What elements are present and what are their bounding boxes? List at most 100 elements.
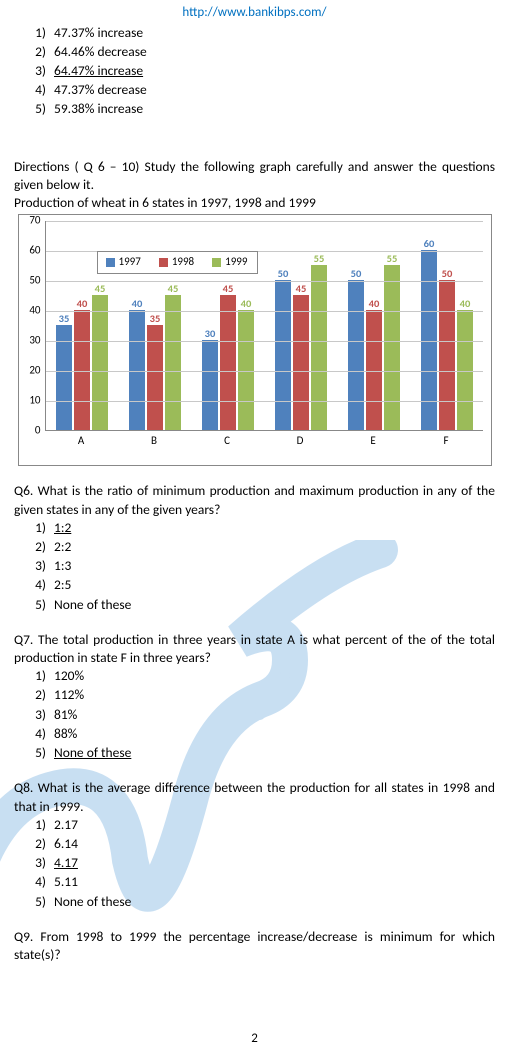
y-tick: 30 [21,334,41,349]
option-number: 2) [26,538,46,556]
option-row: 3)81% [26,706,495,724]
bar: 40 [74,310,90,430]
x-tick: C [191,434,264,449]
option-row: 2)2:2 [26,538,495,556]
page-number: 2 [0,1030,509,1048]
top-options-list: 1) 47.37% increase 2) 64.46% decrease 3) 64.4… [26,24,495,119]
option-text: 112% [54,686,84,704]
bar-value-label: 40 [74,297,90,311]
bar: 45 [220,295,236,430]
q7-options: 1)120%2)112%3)81%4)88%5)None of these [26,667,495,762]
legend-item: 1998 [159,255,194,270]
option-text: 120% [54,667,84,685]
bar-value-label: 40 [129,297,145,311]
option-row: 1)2.17 [26,816,495,834]
option-text: 47.37% increase [54,24,143,42]
option-row: 3)1:3 [26,557,495,575]
option-text: 2:5 [54,576,71,594]
bar: 55 [384,265,400,430]
option-number: 2) [26,43,46,61]
bar: 30 [202,340,218,430]
bar: 50 [275,280,291,430]
option-number: 2) [26,686,46,704]
x-tick: B [118,434,191,449]
bar-value-label: 50 [439,267,455,281]
chart-legend: 1997 1998 1999 [97,251,259,274]
gridline [46,311,483,312]
q6-options: 1)1:22)2:23)1:34)2:55)None of these [26,519,495,614]
bar: 50 [439,280,455,430]
option-text: None of these [54,893,131,911]
q8-options: 1)2.172)6.143)4.174)5.115)None of these [26,816,495,911]
option-number: 1) [26,667,46,685]
option-number: 1) [26,519,46,537]
option-number: 3) [26,62,46,80]
q7-text: Q7. The total production in three years … [14,631,495,667]
gridline [46,401,483,402]
legend-label: 1999 [225,255,247,270]
bar-value-label: 40 [366,297,382,311]
bar: 40 [129,310,145,430]
option-number: 2) [26,835,46,853]
bar-value-label: 60 [421,237,437,251]
legend-item: 1999 [212,255,247,270]
x-tick: D [264,434,337,449]
bar: 55 [311,265,327,430]
option-number: 4) [26,576,46,594]
legend-item: 1997 [106,255,141,270]
legend-swatch [106,258,115,267]
bar: 45 [293,295,309,430]
q8-text: Q8. What is the average difference betwe… [14,779,495,815]
option-text: 59.38% increase [54,100,143,118]
option-number: 4) [26,81,46,99]
gridline [46,281,483,282]
option-number: 3) [26,706,46,724]
option-row: 2) 112% [26,686,495,704]
bar-value-label: 45 [293,282,309,296]
option-text: 64.47% increase [54,62,143,80]
y-tick: 40 [21,304,41,319]
y-tick: 0 [21,424,41,439]
legend-swatch [212,258,221,267]
option-row: 1) 1:2 [26,519,495,537]
bar-value-label: 40 [457,297,473,311]
bar-value-label: 35 [56,312,72,326]
option-text: 1:2 [54,519,71,537]
bar-value-label: 45 [220,282,236,296]
option-number: 1) [26,816,46,834]
y-tick: 20 [21,364,41,379]
q6-text: Q6. What is the ratio of minimum product… [14,482,495,518]
option-text: 5.11 [54,873,78,891]
bar-value-label: 45 [92,282,108,296]
bar: 45 [92,295,108,430]
x-tick: A [45,434,118,449]
bar-value-label: 55 [384,252,400,266]
option-row: 1) 47.37% increase [26,24,495,42]
option-number: 1) [26,24,46,42]
bar: 40 [238,310,254,430]
option-number: 4) [26,873,46,891]
option-text: 47.37% decrease [54,81,147,99]
bar: 40 [457,310,473,430]
bar: 40 [366,310,382,430]
option-text: 6.14 [54,835,78,853]
option-number: 5) [26,100,46,118]
bar: 45 [165,295,181,430]
option-text: 64.46% decrease [54,43,147,61]
bar-value-label: 50 [275,267,291,281]
option-row: 4) 5.11 [26,873,495,891]
header-url: http://www.bankibps.com/ [14,4,495,22]
chart-container: 354045403545304540504555504055605040 010… [18,214,492,466]
legend-swatch [159,258,168,267]
option-text: None of these [54,744,131,762]
option-text: None of these [54,596,131,614]
bar-value-label: 35 [147,312,163,326]
option-row: 3)4.17 [26,854,495,872]
option-row: 2) 64.46% decrease [26,43,495,61]
option-text: 1:3 [54,557,71,575]
option-row: 5)None of these [26,744,495,762]
option-row: 4) 2:5 [26,576,495,594]
gridline [46,341,483,342]
directions-text: Directions ( Q 6 – 10) Study the followi… [14,158,495,194]
bar-value-label: 40 [238,297,254,311]
